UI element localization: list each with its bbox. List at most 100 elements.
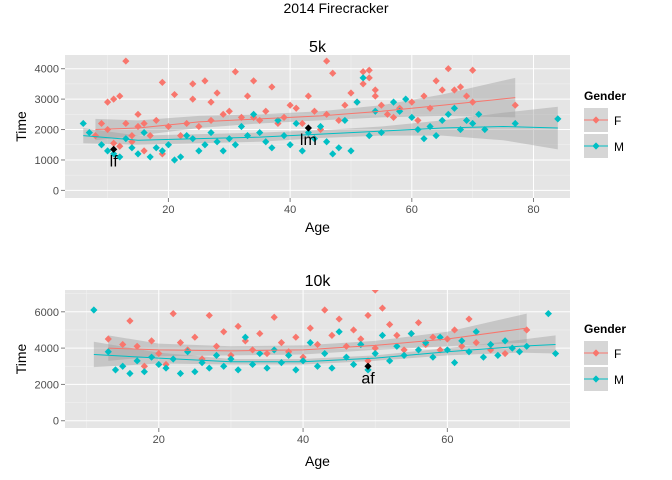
- point-F: [285, 348, 293, 356]
- point-M: [162, 364, 170, 372]
- point-F: [122, 57, 130, 65]
- point-F: [189, 80, 197, 88]
- point-F: [140, 362, 148, 370]
- trend-line-F: [108, 327, 527, 352]
- point-F: [298, 119, 306, 128]
- point-F: [126, 317, 134, 325]
- legend-key-point: [592, 375, 600, 383]
- point-F: [170, 90, 179, 99]
- point-F: [357, 335, 365, 343]
- x-tick-label: 80: [527, 204, 539, 216]
- point-F: [201, 77, 209, 85]
- point-M: [554, 115, 562, 123]
- trend-line-M: [83, 125, 558, 141]
- point-F: [371, 290, 379, 294]
- y-tick-label: 4000: [35, 343, 59, 355]
- point-F: [97, 119, 106, 128]
- point-F: [270, 313, 278, 321]
- point-F: [248, 346, 257, 354]
- point-M: [515, 348, 524, 356]
- panel-10k: 10k 20 40 60 0 2000 4000 6000 Age Time af Gender FM: [13, 273, 626, 469]
- point-M: [408, 113, 416, 121]
- point-M: [191, 368, 199, 376]
- point-M: [508, 344, 516, 352]
- point-M: [152, 144, 160, 152]
- point-F: [256, 329, 264, 338]
- point-M: [97, 141, 106, 149]
- point-F: [389, 113, 398, 121]
- legend-key-point: [592, 349, 600, 357]
- panel-title: 10k: [305, 273, 332, 290]
- legend-label: M: [614, 140, 624, 154]
- point-M: [183, 132, 191, 140]
- point-F: [292, 333, 300, 341]
- point-F: [456, 83, 465, 91]
- annotation-label: lm: [300, 132, 317, 149]
- point-F: [408, 98, 416, 106]
- point-M: [110, 150, 118, 158]
- point-F: [191, 333, 199, 341]
- point-M: [511, 119, 519, 128]
- point-M: [268, 144, 276, 152]
- point-F: [523, 326, 531, 334]
- point-F: [263, 349, 271, 358]
- x-tick-label: 60: [441, 434, 453, 446]
- point-F: [438, 86, 446, 94]
- point-F: [134, 110, 142, 118]
- point-F: [169, 310, 177, 318]
- point-M: [205, 364, 213, 372]
- trend-line-M: [93, 343, 556, 363]
- point-M: [438, 116, 446, 125]
- point-F: [155, 349, 163, 358]
- point-F: [268, 83, 276, 91]
- legend: Gender FM: [584, 322, 626, 391]
- x-tick-label: 40: [297, 434, 309, 446]
- point-F: [347, 89, 355, 97]
- annotation-marker: [110, 145, 118, 153]
- point-M: [335, 328, 343, 336]
- y-tick-label: 4000: [35, 64, 59, 76]
- y-tick-label: 1000: [35, 155, 59, 167]
- point-M: [544, 310, 552, 318]
- point-M: [231, 141, 239, 149]
- point-M: [213, 138, 221, 146]
- point-M: [393, 342, 401, 350]
- point-M: [147, 353, 156, 361]
- point-M: [177, 153, 185, 161]
- point-F: [349, 326, 358, 334]
- x-tick-label: 40: [284, 204, 296, 216]
- point-F: [237, 113, 246, 121]
- point-M: [262, 138, 270, 146]
- panel-5k: 5k 20 40 60 80 0 1000 2000 3000 4000 Age Time lf lm Ge…: [13, 39, 626, 235]
- point-M: [207, 128, 215, 137]
- point-M: [128, 144, 136, 152]
- point-F: [286, 101, 294, 109]
- point-M: [122, 135, 130, 143]
- point-F: [116, 142, 124, 150]
- point-M: [429, 353, 437, 361]
- point-F: [147, 337, 156, 345]
- point-M: [263, 364, 271, 372]
- point-F: [386, 320, 394, 329]
- point-M: [184, 348, 192, 356]
- point-F: [310, 107, 319, 115]
- point-F: [91, 132, 100, 140]
- point-M: [353, 98, 361, 106]
- point-F: [133, 342, 141, 350]
- point-F: [207, 98, 215, 106]
- point-F: [462, 92, 471, 100]
- point-M: [389, 98, 398, 106]
- point-F: [432, 77, 440, 85]
- point-F: [219, 110, 227, 118]
- point-F: [429, 333, 437, 341]
- x-tick-label: 20: [153, 434, 165, 446]
- point-F: [436, 346, 444, 354]
- point-F: [128, 132, 136, 140]
- legend-label: F: [614, 347, 621, 361]
- point-M: [286, 141, 294, 149]
- point-F: [323, 57, 331, 65]
- point-F: [359, 68, 367, 76]
- point-M: [201, 141, 209, 149]
- point-M: [234, 366, 242, 374]
- point-F: [329, 69, 337, 77]
